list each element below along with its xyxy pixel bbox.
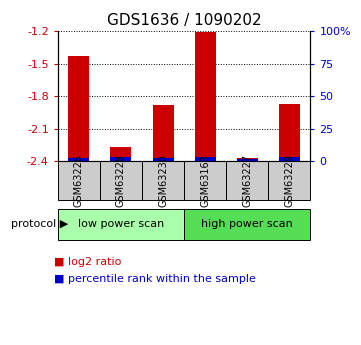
Bar — [184, 161, 226, 200]
Text: GSM63228: GSM63228 — [116, 154, 126, 207]
Bar — [268, 161, 310, 200]
Bar — [68, 56, 90, 161]
Bar — [142, 161, 184, 200]
Bar — [100, 161, 142, 200]
Title: GDS1636 / 1090202: GDS1636 / 1090202 — [107, 13, 261, 29]
Text: GSM63226: GSM63226 — [74, 154, 84, 207]
Text: high power scan: high power scan — [201, 219, 293, 229]
Bar — [152, 105, 174, 161]
Bar — [68, 158, 90, 161]
Bar — [195, 157, 216, 161]
Bar — [110, 157, 131, 161]
Text: low power scan: low power scan — [78, 219, 164, 229]
Bar — [152, 158, 174, 161]
Bar — [226, 161, 268, 200]
Bar — [184, 209, 310, 240]
Text: GSM63163: GSM63163 — [200, 154, 210, 207]
Text: GSM63230: GSM63230 — [158, 154, 168, 207]
Text: ■ log2 ratio: ■ log2 ratio — [54, 257, 122, 267]
Text: GSM63229: GSM63229 — [284, 154, 295, 207]
Bar — [237, 158, 258, 161]
Bar — [110, 147, 131, 161]
Text: GSM63227: GSM63227 — [242, 154, 252, 207]
Bar — [237, 159, 258, 161]
Bar — [58, 209, 184, 240]
Text: ■ percentile rank within the sample: ■ percentile rank within the sample — [54, 275, 256, 284]
Bar — [279, 104, 300, 161]
Bar — [58, 161, 100, 200]
Text: protocol ▶: protocol ▶ — [11, 219, 68, 229]
Bar — [195, 32, 216, 161]
Bar — [279, 157, 300, 161]
